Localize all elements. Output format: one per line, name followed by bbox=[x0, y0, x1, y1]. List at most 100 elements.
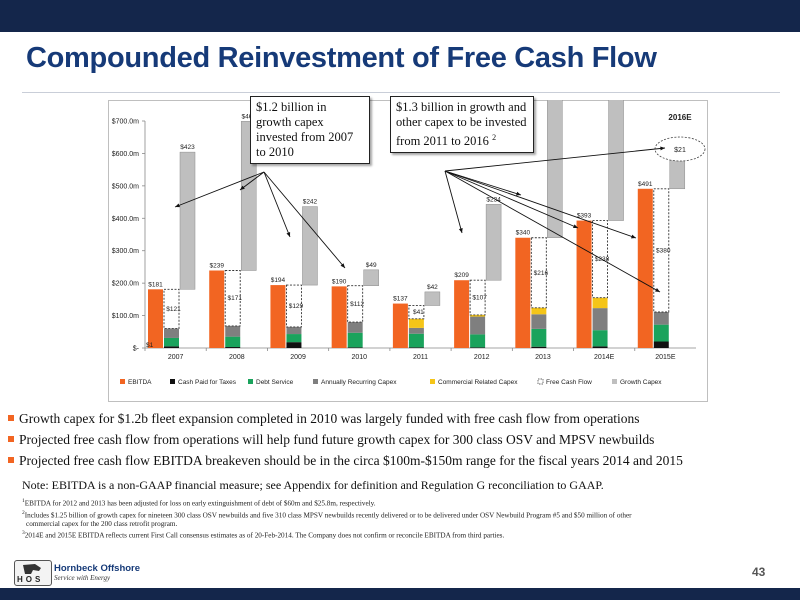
debt-service-bar bbox=[653, 324, 669, 342]
free-cash-flow-value-label: $129 bbox=[289, 303, 304, 310]
footnote-number: 1 bbox=[22, 498, 25, 504]
company-tagline: Service with Energy bbox=[54, 574, 111, 582]
growth-capex-value-label: $423 bbox=[180, 144, 195, 151]
bullet-item: Projected free cash flow from operations… bbox=[8, 431, 788, 452]
footnote-number: 2 bbox=[22, 509, 25, 516]
ebitda-value-label: $491 bbox=[638, 181, 653, 188]
ebitda-bar bbox=[148, 289, 163, 348]
ebitda-value-label: $393 bbox=[577, 213, 592, 220]
ebitda-value-label: $209 bbox=[454, 272, 469, 279]
bullet-item: Growth capex for $1.2b fleet expansion c… bbox=[8, 410, 788, 431]
growth-capex-bar bbox=[363, 269, 379, 286]
callout-arrow bbox=[444, 170, 637, 239]
x-tick-label: 2009 bbox=[290, 354, 306, 361]
cloud-year-label: 2016E bbox=[668, 113, 692, 122]
free-cash-flow-value-label: $216 bbox=[534, 270, 549, 277]
x-tick-label: 2015E bbox=[655, 354, 676, 361]
growth-capex-bar bbox=[547, 100, 563, 238]
callout-footnote-ref: 2 bbox=[492, 133, 497, 142]
page-number: 43 bbox=[752, 565, 766, 579]
free-cash-flow-bar bbox=[347, 285, 364, 323]
ebitda-value-label: $194 bbox=[271, 277, 286, 284]
free-cash-flow-value-label: $380 bbox=[656, 247, 671, 254]
commercial-capex-bar bbox=[470, 314, 486, 317]
y-tick-label: $200.0m bbox=[112, 281, 139, 288]
debt-service-bar bbox=[164, 337, 179, 347]
footnote-text: 2014E and 2015E EBITDA reflects current … bbox=[24, 531, 505, 540]
growth-capex-value-label: $242 bbox=[303, 199, 318, 206]
ebitda-bar bbox=[270, 285, 286, 348]
taxes-value-label: $1 bbox=[146, 342, 154, 349]
recurring-capex-bar bbox=[592, 308, 608, 331]
company-logo: HOS bbox=[14, 560, 52, 586]
ebitda-bar bbox=[454, 280, 470, 348]
debt-service-bar bbox=[408, 333, 424, 348]
x-tick-label: 2014E bbox=[594, 354, 615, 361]
free-cash-flow-value-label: $107 bbox=[472, 295, 487, 302]
debt-service-bar bbox=[592, 330, 608, 347]
y-tick-label: $700.0m bbox=[112, 119, 139, 126]
footnote: 1EBITDA for 2012 and 2013 has been adjus… bbox=[22, 497, 762, 509]
callout-arrow bbox=[444, 170, 463, 234]
legend-label: Commercial Related Capex bbox=[438, 379, 518, 386]
callout-arrowhead bbox=[240, 185, 245, 190]
bullet-item: Projected free cash flow EBITDA breakeve… bbox=[8, 452, 788, 473]
debt-service-bar bbox=[347, 332, 363, 348]
bottom-banner bbox=[0, 588, 800, 600]
recurring-capex-bar bbox=[286, 326, 302, 335]
commercial-capex-bar bbox=[531, 307, 547, 315]
y-tick-label: $500.0m bbox=[112, 183, 139, 190]
footnote-text: commercial capex for the 200 class retro… bbox=[26, 520, 178, 529]
y-tick-label: $600.0m bbox=[112, 151, 139, 158]
callout-arrowhead bbox=[631, 234, 636, 239]
top-banner bbox=[0, 0, 800, 32]
y-tick-label: $100.0m bbox=[112, 313, 139, 320]
legend-label: Cash Paid for Taxes bbox=[178, 379, 237, 386]
ebitda-value-label: $239 bbox=[209, 262, 224, 269]
ebitda-bar bbox=[392, 303, 408, 348]
debt-service-bar bbox=[286, 334, 302, 343]
x-tick-label: 2011 bbox=[413, 354, 428, 361]
gaap-note: Note: EBITDA is a non-GAAP financial mea… bbox=[22, 478, 604, 492]
recurring-capex-bar bbox=[470, 316, 486, 335]
growth-capex-value-label: $42 bbox=[427, 284, 438, 291]
debt-service-bar bbox=[470, 334, 486, 348]
taxes-bar bbox=[408, 347, 424, 348]
callout-arrowhead bbox=[175, 203, 180, 208]
callout-arrow bbox=[444, 170, 579, 229]
free-cash-flow-bar bbox=[592, 220, 609, 299]
taxes-bar bbox=[470, 347, 486, 348]
recurring-capex-bar bbox=[225, 325, 241, 337]
recurring-capex-bar bbox=[347, 322, 363, 333]
recurring-capex-bar bbox=[408, 327, 424, 334]
callout-text: $1.3 billion in growth and other capex t… bbox=[396, 100, 527, 149]
callout-arrowhead bbox=[286, 232, 291, 237]
legend-swatch bbox=[120, 379, 125, 384]
growth-capex-bar bbox=[302, 206, 318, 286]
footnote: commercial capex for the 200 class retro… bbox=[22, 520, 762, 529]
legend-label: EBITDA bbox=[128, 379, 152, 386]
free-cash-flow-bar bbox=[469, 279, 486, 316]
commercial-capex-bar bbox=[408, 318, 424, 328]
free-cash-flow-bar bbox=[530, 237, 547, 309]
x-tick-label: 2007 bbox=[168, 354, 184, 361]
growth-capex-bar bbox=[485, 204, 502, 281]
taxes-bar bbox=[531, 346, 547, 348]
taxes-bar bbox=[225, 347, 241, 348]
free-cash-flow-bar bbox=[163, 288, 180, 329]
horse-logo-icon bbox=[23, 564, 41, 574]
x-tick-label: 2012 bbox=[474, 354, 490, 361]
footnote: 32014E and 2015E EBITDA reflects current… bbox=[22, 529, 762, 541]
free-cash-flow-value-label: $112 bbox=[350, 301, 364, 308]
legend-label: Debt Service bbox=[256, 379, 294, 386]
legend-swatch bbox=[313, 379, 318, 384]
callout-arrow bbox=[263, 171, 291, 238]
free-cash-flow-value-label: $171 bbox=[227, 295, 242, 302]
free-cash-flow-bar bbox=[285, 284, 302, 328]
ebitda-bar bbox=[209, 270, 225, 348]
commercial-capex-bar bbox=[592, 297, 608, 309]
taxes-bar bbox=[164, 346, 179, 348]
page-title: Compounded Reinvestment of Free Cash Flo… bbox=[26, 42, 657, 74]
callout-arrowhead bbox=[655, 288, 660, 292]
free-cash-flow-value-label: $41 bbox=[413, 309, 424, 316]
